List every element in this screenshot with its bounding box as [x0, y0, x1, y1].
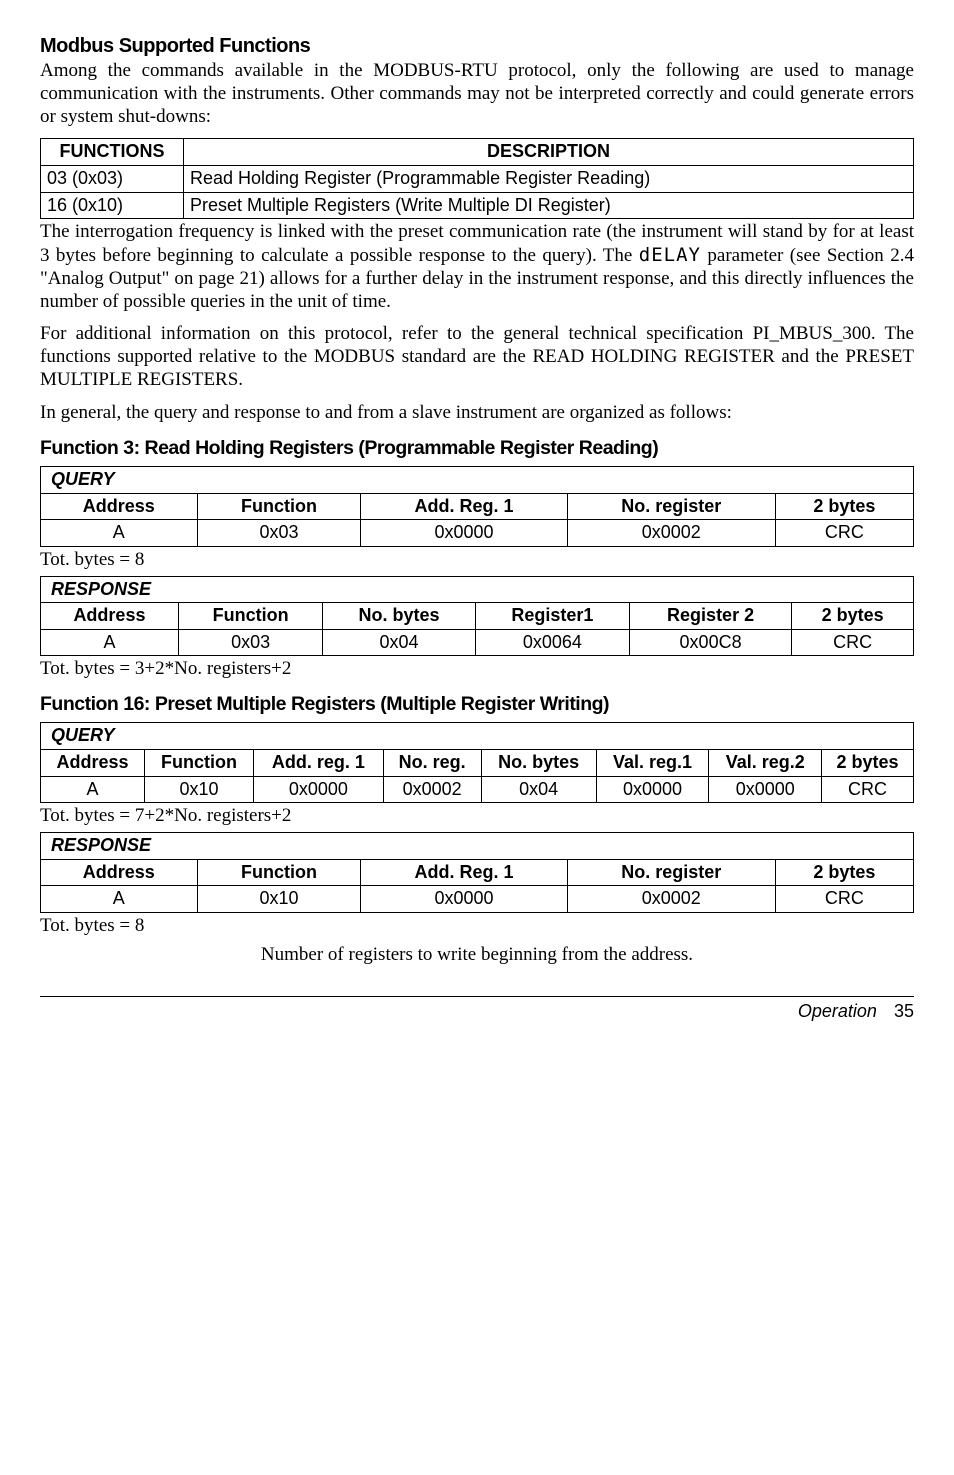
th: Add. Reg. 1 [361, 859, 567, 886]
cell: A [41, 520, 198, 547]
th: Val. reg.2 [709, 750, 822, 777]
cell: 0x0002 [567, 886, 775, 913]
table-functions: FUNCTIONS DESCRIPTION 03 (0x03) Read Hol… [40, 138, 914, 219]
heading-modbus: Modbus Supported Functions [40, 34, 914, 58]
th: Function [197, 859, 361, 886]
cell: 0x0000 [709, 776, 822, 803]
label-query: QUERY [41, 466, 914, 493]
th: Address [41, 603, 179, 630]
th: Address [41, 859, 198, 886]
cell: 0x03 [197, 520, 361, 547]
th: Add. reg. 1 [253, 750, 383, 777]
th: 2 bytes [775, 859, 913, 886]
label-query: QUERY [41, 723, 914, 750]
cell: 0x0000 [596, 776, 709, 803]
th: 2 bytes [775, 493, 913, 520]
tot-bytes: Tot. bytes = 3+2*No. registers+2 [40, 658, 914, 681]
cell: CRC [792, 629, 914, 656]
page-footer: Operation 35 [40, 996, 914, 1023]
th: No. bytes [323, 603, 476, 630]
th: Val. reg.1 [596, 750, 709, 777]
cell: 0x0002 [567, 520, 775, 547]
cell: A [41, 776, 145, 803]
tot-bytes: Tot. bytes = 8 [40, 915, 914, 938]
heading-func3: Function 3: Read Holding Registers (Prog… [40, 437, 914, 460]
table-f16-response: RESPONSE Address Function Add. Reg. 1 No… [40, 832, 914, 913]
cell: 16 (0x10) [41, 192, 184, 219]
th: Register1 [475, 603, 629, 630]
th: No. bytes [481, 750, 596, 777]
cell: 0x0000 [253, 776, 383, 803]
cell: 0x0000 [361, 886, 567, 913]
cell: 0x00C8 [629, 629, 791, 656]
footer-label: Operation [798, 1001, 877, 1021]
cell: 0x10 [197, 886, 361, 913]
cell: 0x0064 [475, 629, 629, 656]
delay-param: dELAY [639, 244, 701, 266]
cell: 03 (0x03) [41, 165, 184, 192]
cell: 0x03 [178, 629, 322, 656]
tot-bytes: Tot. bytes = 7+2*No. registers+2 [40, 805, 914, 828]
cell: 0x0002 [383, 776, 481, 803]
heading-func16: Function 16: Preset Multiple Registers (… [40, 693, 914, 716]
para-general: In general, the query and response to an… [40, 402, 914, 425]
label-response: RESPONSE [41, 833, 914, 860]
cell: Preset Multiple Registers (Write Multipl… [184, 192, 914, 219]
tot-bytes: Tot. bytes = 8 [40, 549, 914, 572]
para-intro: Among the commands available in the MODB… [40, 60, 914, 128]
para-note: Number of registers to write beginning f… [40, 944, 914, 967]
th: 2 bytes [822, 750, 914, 777]
th: No. reg. [383, 750, 481, 777]
cell: Read Holding Register (Programmable Regi… [184, 165, 914, 192]
cell: 0x0000 [361, 520, 567, 547]
th: Function [178, 603, 322, 630]
cell: CRC [775, 520, 913, 547]
th: No. register [567, 493, 775, 520]
page-number: 35 [894, 1001, 914, 1021]
th-functions: FUNCTIONS [41, 139, 184, 166]
table-f3-query: QUERY Address Function Add. Reg. 1 No. r… [40, 466, 914, 547]
th: Address [41, 493, 198, 520]
th: Add. Reg. 1 [361, 493, 567, 520]
cell: CRC [775, 886, 913, 913]
cell: 0x10 [145, 776, 254, 803]
cell: A [41, 886, 198, 913]
th: 2 bytes [792, 603, 914, 630]
label-response: RESPONSE [41, 576, 914, 603]
cell: 0x04 [481, 776, 596, 803]
para-interrogation: The interrogation frequency is linked wi… [40, 221, 914, 313]
table-f16-query: QUERY Address Function Add. reg. 1 No. r… [40, 722, 914, 803]
cell: CRC [822, 776, 914, 803]
table-f3-response: RESPONSE Address Function No. bytes Regi… [40, 576, 914, 657]
cell: A [41, 629, 179, 656]
th-description: DESCRIPTION [184, 139, 914, 166]
th: Register 2 [629, 603, 791, 630]
th: Function [145, 750, 254, 777]
cell: 0x04 [323, 629, 476, 656]
th: Address [41, 750, 145, 777]
th: No. register [567, 859, 775, 886]
th: Function [197, 493, 361, 520]
para-additional: For additional information on this proto… [40, 323, 914, 391]
